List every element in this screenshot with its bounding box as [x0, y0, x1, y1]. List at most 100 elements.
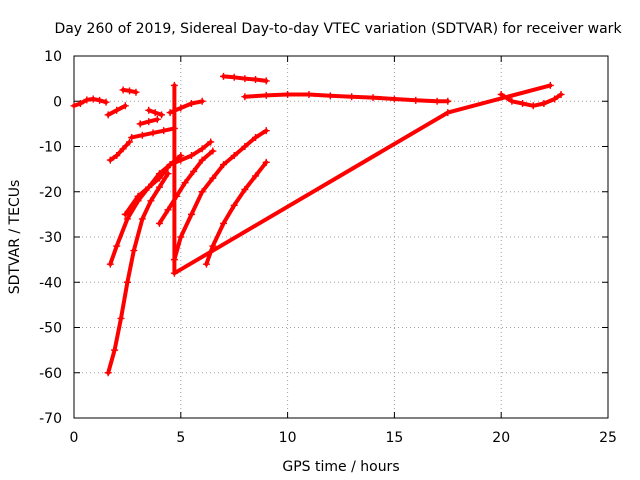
data-point: [128, 133, 136, 141]
y-axis-label: SDTVAR / TECUs: [7, 180, 23, 295]
data-point: [104, 111, 112, 119]
data-point: [145, 106, 153, 114]
data-point: [198, 145, 206, 153]
y-tick-label: -50: [39, 321, 62, 337]
data-point: [230, 201, 238, 209]
data-point: [187, 152, 195, 160]
data-point: [132, 88, 140, 96]
y-tick-label: -40: [39, 275, 62, 291]
x-tick-label: 0: [70, 430, 79, 446]
y-tick-label: -10: [39, 140, 62, 156]
chart-title: Day 260 of 2019, Sidereal Day-to-day VTE…: [54, 21, 622, 37]
series-ribbon: [108, 140, 132, 163]
data-point: [138, 215, 146, 223]
data-point: [262, 127, 270, 135]
data-point: [190, 167, 198, 175]
data-point: [113, 106, 121, 114]
data-point: [198, 188, 206, 196]
data-point: [187, 100, 195, 108]
data-point: [117, 314, 125, 322]
data-point: [134, 192, 142, 200]
data-point: [123, 278, 131, 286]
x-tick-label: 5: [176, 430, 185, 446]
x-tick-label: 25: [599, 430, 617, 446]
data-point: [70, 102, 78, 110]
x-tick-label: 20: [492, 430, 510, 446]
data-point: [155, 174, 163, 182]
data-point: [145, 183, 153, 191]
data-point: [119, 145, 127, 153]
data-point: [136, 120, 144, 128]
data-point: [145, 118, 153, 126]
data-point: [241, 93, 249, 101]
data-point: [241, 143, 249, 150]
data-point: [390, 95, 398, 103]
data-point: [508, 97, 516, 105]
x-tick-label: 10: [279, 430, 297, 446]
data-point: [170, 81, 178, 89]
data-point: [241, 185, 249, 193]
data-point: [551, 95, 559, 103]
series-short-neg-b: [136, 115, 161, 128]
data-point: [220, 72, 228, 80]
data-point: [252, 76, 260, 84]
series-near-zero-b: [119, 86, 140, 96]
series-arc-6: [202, 158, 270, 268]
data-point: [369, 94, 377, 102]
data-point: [181, 179, 189, 187]
series-high-arc: [220, 72, 270, 85]
data-point: [519, 100, 527, 108]
data-point: [149, 129, 157, 137]
data-point: [147, 197, 155, 205]
data-point: [130, 247, 138, 255]
series-arc-3: [121, 138, 215, 218]
data-point: [155, 183, 163, 191]
data-point: [262, 158, 270, 166]
data-point: [230, 152, 238, 160]
data-point: [557, 90, 565, 98]
data-point: [202, 260, 210, 268]
data-point: [164, 170, 172, 178]
data-point: [119, 86, 127, 94]
data-point: [76, 100, 84, 108]
data-point: [158, 111, 166, 119]
data-point: [546, 81, 554, 89]
y-tick-label: 10: [44, 49, 62, 65]
series-arc-4: [155, 147, 217, 227]
data-points: [70, 72, 565, 377]
data-point: [444, 109, 452, 117]
series-daytime-band: [241, 90, 452, 105]
data-point: [230, 73, 238, 81]
data-point: [209, 147, 217, 155]
data-point: [433, 97, 441, 105]
data-point: [412, 96, 420, 104]
series-ribbon: [172, 128, 269, 262]
data-point: [123, 215, 131, 223]
data-point: [198, 156, 206, 164]
data-point: [241, 75, 249, 83]
series-short-neg-c: [145, 106, 166, 119]
series-short-neg-d: [128, 124, 178, 141]
data-point: [252, 133, 260, 141]
data-point: [164, 206, 172, 214]
data-point: [198, 97, 206, 105]
data-point: [104, 369, 112, 377]
series-near-zero-a: [70, 95, 110, 110]
data-point: [138, 131, 146, 139]
y-tick-label: -60: [39, 366, 62, 382]
y-tick-label: -20: [39, 185, 62, 201]
data-point: [209, 174, 217, 182]
y-tick-label: 0: [53, 94, 62, 110]
data-point: [113, 242, 121, 250]
data-point: [121, 210, 129, 218]
data-point: [177, 156, 185, 164]
series-ribbon: [172, 83, 553, 276]
data-point: [106, 260, 114, 268]
data-point: [444, 97, 452, 105]
data-point: [305, 90, 313, 98]
series-arc-2: [104, 170, 172, 377]
data-point: [207, 138, 215, 146]
series-short-neg-a: [104, 102, 129, 119]
data-point: [113, 152, 121, 160]
